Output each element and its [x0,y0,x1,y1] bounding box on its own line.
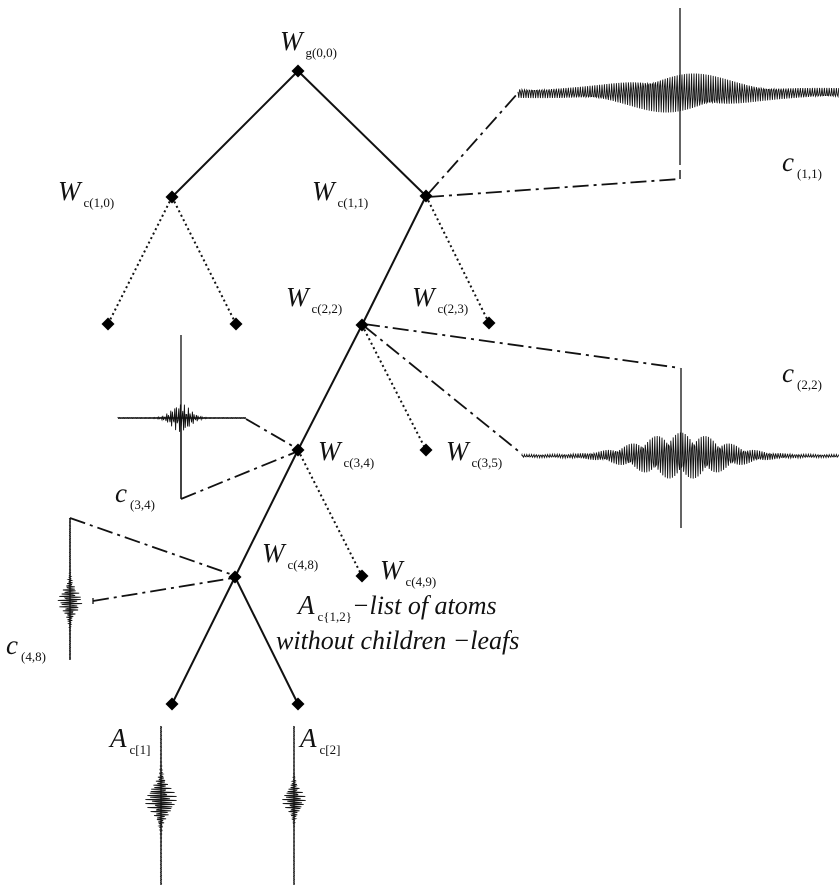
link-c34-upper [245,418,297,449]
waveform-c11 [517,73,839,113]
edge-c22-c35 [361,324,427,451]
node-c10 [165,190,179,204]
link-c22-lower [363,325,523,455]
tree-nodes [101,64,496,711]
waveform-label-c48: c (4,8) [6,630,46,664]
node-g00 [291,64,305,78]
edge-c10-right [171,196,237,325]
link-c34-lower [180,451,297,500]
node-c35 [419,443,433,457]
waveform-c48 [57,517,83,660]
node-c11 [419,189,433,203]
node-c10-right-leaf [229,317,243,331]
waveform-links [69,92,681,602]
node-ac1 [165,697,179,711]
link-c11-lower [427,178,681,198]
node-c10-left-leaf [101,317,115,331]
inset-frames [69,170,681,660]
waveform-label-c34: c (3,4) [115,478,155,512]
node-c22 [355,318,369,332]
edge-c34-c48 [234,449,299,578]
edge-g00-c10 [171,70,299,198]
edge-c22-c34 [297,324,363,451]
link-c11-upper [427,92,519,195]
edge-c10-left [107,196,173,325]
tree-edges [171,70,427,705]
node-c23 [482,316,496,330]
node-c48 [228,570,242,584]
link-c48-upper [69,517,234,576]
edge-g00-c11 [297,70,427,197]
edge-c48-ac1 [171,576,236,705]
edge-c48-ac2 [234,576,299,705]
waveforms [57,8,839,885]
waveform-label-c11: c (1,1) [782,147,822,181]
edge-c34-c49 [297,449,363,577]
edge-c11-c23 [425,195,490,324]
node-c49 [355,569,369,583]
node-c34 [291,443,305,457]
dotted-tree-edges [107,195,490,577]
link-c48-lower [92,577,234,602]
leaf-atoms-note-line2: without children −leafs [276,626,520,655]
node-ac2 [291,697,305,711]
edge-c11-c22 [361,195,427,326]
waveform-c22 [521,432,839,479]
link-c22-upper [363,323,681,369]
waveform-label-c22: c (2,2) [782,358,822,392]
